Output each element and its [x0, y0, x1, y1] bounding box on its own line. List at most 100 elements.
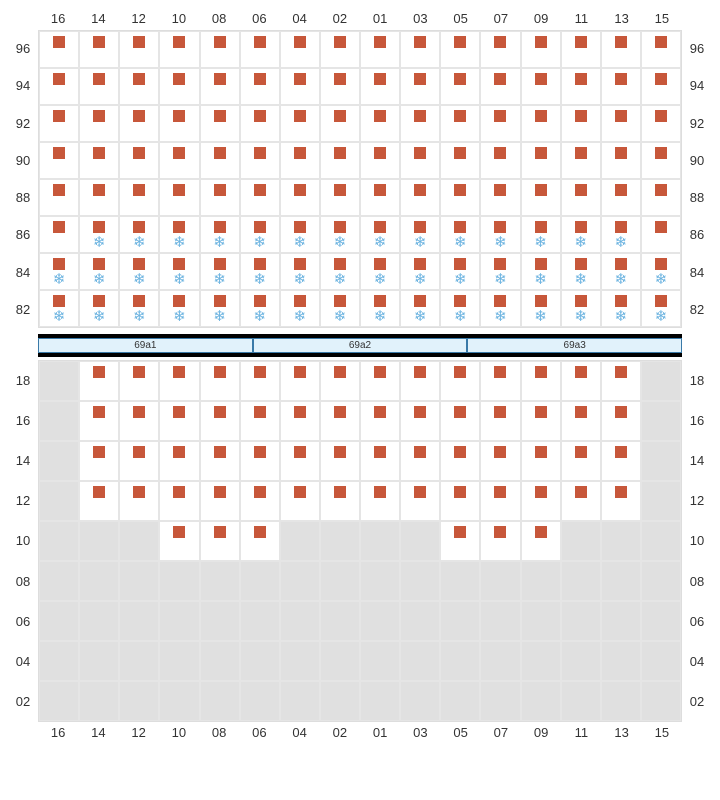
grid-cell[interactable]: [119, 179, 159, 216]
grid-cell[interactable]: [320, 641, 360, 681]
grid-cell[interactable]: [601, 521, 641, 561]
grid-cell[interactable]: [440, 681, 480, 721]
grid-cell[interactable]: ❄: [400, 253, 440, 290]
grid-cell[interactable]: [39, 361, 79, 401]
grid-cell[interactable]: [400, 601, 440, 641]
grid-cell[interactable]: [641, 105, 681, 142]
grid-cell[interactable]: [480, 31, 520, 68]
grid-cell[interactable]: [320, 105, 360, 142]
grid-cell[interactable]: ❄: [440, 253, 480, 290]
grid-cell[interactable]: [521, 105, 561, 142]
grid-cell[interactable]: [400, 641, 440, 681]
grid-cell[interactable]: [119, 561, 159, 601]
grid-cell[interactable]: [601, 142, 641, 179]
grid-cell[interactable]: [400, 68, 440, 105]
grid-cell[interactable]: [480, 601, 520, 641]
grid-cell[interactable]: [440, 361, 480, 401]
grid-cell[interactable]: [240, 142, 280, 179]
grid-cell[interactable]: [159, 641, 199, 681]
grid-cell[interactable]: [480, 681, 520, 721]
grid-cell[interactable]: ❄: [280, 216, 320, 253]
grid-cell[interactable]: [601, 601, 641, 641]
grid-cell[interactable]: [39, 481, 79, 521]
grid-cell[interactable]: [360, 681, 400, 721]
grid-cell[interactable]: [159, 31, 199, 68]
grid-cell[interactable]: [400, 31, 440, 68]
grid-cell[interactable]: [641, 481, 681, 521]
grid-cell[interactable]: [480, 142, 520, 179]
grid-cell[interactable]: [360, 142, 400, 179]
grid-cell[interactable]: ❄: [320, 216, 360, 253]
grid-cell[interactable]: [521, 441, 561, 481]
grid-cell[interactable]: [400, 521, 440, 561]
grid-cell[interactable]: [360, 521, 400, 561]
grid-cell[interactable]: [641, 441, 681, 481]
grid-cell[interactable]: [200, 601, 240, 641]
grid-cell[interactable]: [440, 401, 480, 441]
grid-cell[interactable]: [641, 561, 681, 601]
grid-cell[interactable]: [440, 179, 480, 216]
grid-cell[interactable]: ❄: [641, 253, 681, 290]
grid-cell[interactable]: [601, 641, 641, 681]
grid-cell[interactable]: [521, 142, 561, 179]
grid-cell[interactable]: [240, 641, 280, 681]
grid-cell[interactable]: [641, 361, 681, 401]
grid-cell[interactable]: [79, 601, 119, 641]
grid-cell[interactable]: [280, 68, 320, 105]
grid-cell[interactable]: ❄: [119, 290, 159, 327]
grid-cell[interactable]: ❄: [641, 290, 681, 327]
grid-cell[interactable]: [159, 561, 199, 601]
grid-cell[interactable]: [200, 361, 240, 401]
grid-cell[interactable]: [521, 681, 561, 721]
grid-cell[interactable]: [601, 441, 641, 481]
grid-cell[interactable]: [400, 361, 440, 401]
grid-cell[interactable]: [521, 179, 561, 216]
grid-cell[interactable]: [320, 601, 360, 641]
grid-cell[interactable]: [561, 105, 601, 142]
grid-cell[interactable]: [119, 142, 159, 179]
grid-cell[interactable]: [320, 68, 360, 105]
grid-cell[interactable]: [521, 361, 561, 401]
grid-cell[interactable]: [39, 142, 79, 179]
grid-cell[interactable]: [561, 361, 601, 401]
grid-cell[interactable]: [440, 142, 480, 179]
grid-cell[interactable]: [360, 481, 400, 521]
grid-cell[interactable]: [119, 481, 159, 521]
grid-cell[interactable]: [521, 521, 561, 561]
grid-cell[interactable]: [641, 681, 681, 721]
grid-cell[interactable]: [641, 179, 681, 216]
grid-cell[interactable]: [440, 601, 480, 641]
grid-cell[interactable]: [39, 441, 79, 481]
grid-cell[interactable]: [79, 179, 119, 216]
grid-cell[interactable]: [561, 641, 601, 681]
grid-cell[interactable]: [280, 31, 320, 68]
grid-cell[interactable]: [561, 601, 601, 641]
grid-cell[interactable]: ❄: [601, 253, 641, 290]
grid-cell[interactable]: [561, 68, 601, 105]
grid-cell[interactable]: [240, 401, 280, 441]
grid-cell[interactable]: [200, 561, 240, 601]
grid-cell[interactable]: [200, 681, 240, 721]
grid-cell[interactable]: [159, 481, 199, 521]
grid-cell[interactable]: [159, 521, 199, 561]
grid-cell[interactable]: [480, 105, 520, 142]
grid-cell[interactable]: [320, 401, 360, 441]
grid-cell[interactable]: [521, 561, 561, 601]
grid-cell[interactable]: [440, 521, 480, 561]
grid-cell[interactable]: [360, 561, 400, 601]
grid-cell[interactable]: [480, 361, 520, 401]
grid-cell[interactable]: [79, 561, 119, 601]
grid-cell[interactable]: [39, 68, 79, 105]
grid-cell[interactable]: [200, 521, 240, 561]
grid-cell[interactable]: [79, 105, 119, 142]
grid-cell[interactable]: [440, 561, 480, 601]
grid-cell[interactable]: [521, 481, 561, 521]
grid-cell[interactable]: [200, 481, 240, 521]
grid-cell[interactable]: [320, 361, 360, 401]
grid-cell[interactable]: [280, 641, 320, 681]
grid-cell[interactable]: [320, 31, 360, 68]
grid-cell[interactable]: [240, 68, 280, 105]
grid-cell[interactable]: ❄: [561, 216, 601, 253]
grid-cell[interactable]: [601, 68, 641, 105]
grid-cell[interactable]: [360, 601, 400, 641]
